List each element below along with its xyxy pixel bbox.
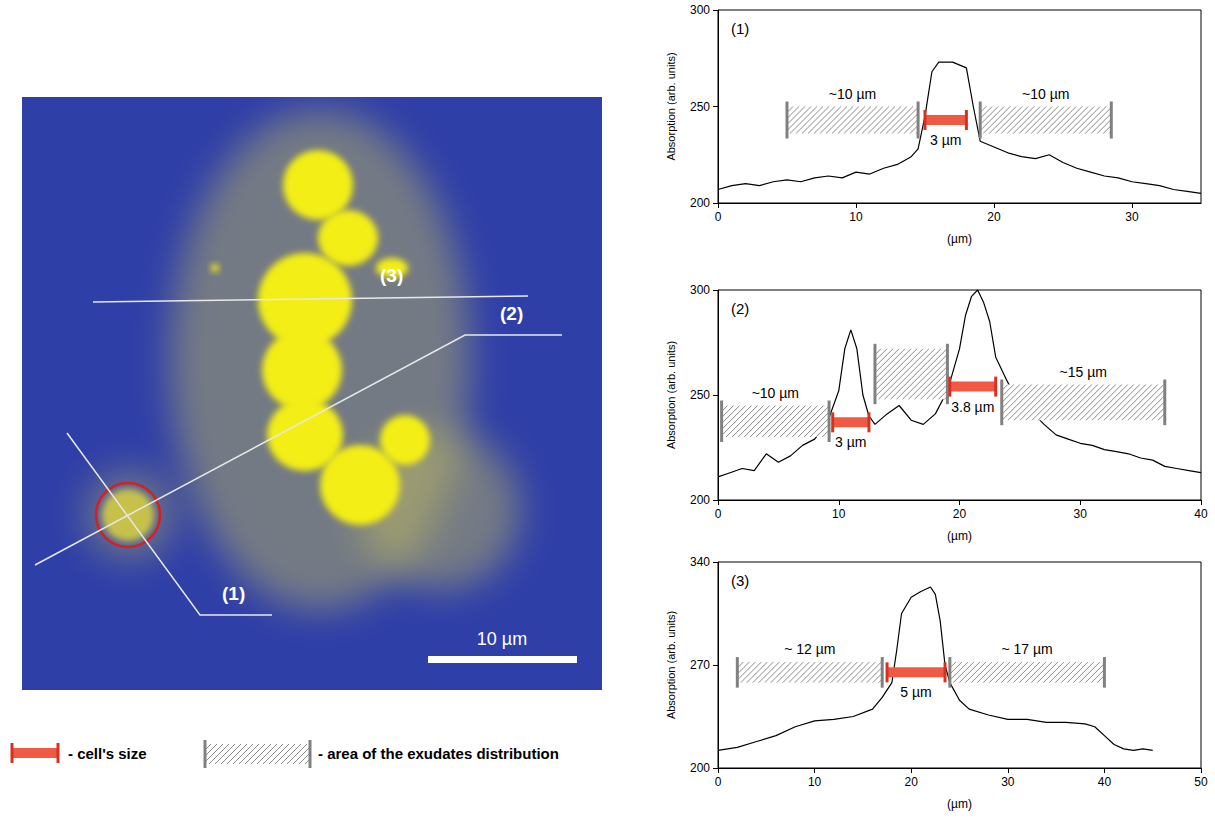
svg-text:250: 250 bbox=[690, 100, 710, 114]
svg-text:0: 0 bbox=[715, 775, 722, 789]
svg-text:200: 200 bbox=[690, 196, 710, 210]
svg-text:40: 40 bbox=[1194, 507, 1208, 521]
svg-text:270: 270 bbox=[690, 658, 710, 672]
svg-text:0: 0 bbox=[715, 210, 722, 224]
svg-text:300: 300 bbox=[690, 283, 710, 297]
svg-text:200: 200 bbox=[690, 761, 710, 775]
svg-text:(1): (1) bbox=[222, 583, 245, 604]
svg-text:(2): (2) bbox=[500, 303, 523, 324]
svg-text:(µm): (µm) bbox=[947, 529, 972, 543]
svg-text:20: 20 bbox=[987, 210, 1001, 224]
svg-text:10 µm: 10 µm bbox=[477, 629, 527, 649]
svg-text:~10 µm: ~10 µm bbox=[752, 385, 799, 401]
svg-text:20: 20 bbox=[953, 507, 967, 521]
svg-text:3.8 µm: 3.8 µm bbox=[951, 399, 994, 415]
svg-text:~ 17 µm: ~ 17 µm bbox=[1001, 641, 1052, 657]
svg-text:20: 20 bbox=[905, 775, 919, 789]
svg-text:300: 300 bbox=[690, 3, 710, 17]
svg-text:3 µm: 3 µm bbox=[930, 132, 961, 148]
svg-text:- area of the exudates distrib: - area of the exudates distribution bbox=[318, 745, 559, 762]
svg-text:50: 50 bbox=[1194, 775, 1208, 789]
svg-text:- cell's size: - cell's size bbox=[68, 745, 147, 762]
svg-text:(3): (3) bbox=[380, 265, 403, 286]
svg-text:Absorption (arb. units): Absorption (arb. units) bbox=[665, 52, 677, 160]
svg-text:(1): (1) bbox=[731, 20, 749, 37]
svg-text:(µm): (µm) bbox=[947, 797, 972, 811]
svg-text:(µm): (µm) bbox=[947, 232, 972, 246]
svg-text:30: 30 bbox=[1125, 210, 1139, 224]
svg-text:30: 30 bbox=[1001, 775, 1015, 789]
svg-text:10: 10 bbox=[832, 507, 846, 521]
svg-text:(2): (2) bbox=[731, 300, 749, 317]
svg-text:(3): (3) bbox=[731, 572, 749, 589]
svg-text:~10 µm: ~10 µm bbox=[829, 86, 876, 102]
svg-text:~10 µm: ~10 µm bbox=[1022, 86, 1069, 102]
svg-text:250: 250 bbox=[690, 388, 710, 402]
svg-text:30: 30 bbox=[1074, 507, 1088, 521]
svg-text:~ 12 µm: ~ 12 µm bbox=[784, 641, 835, 657]
svg-text:Absorption (arb. units): Absorption (arb. units) bbox=[665, 341, 677, 449]
svg-text:0: 0 bbox=[715, 507, 722, 521]
svg-text:200: 200 bbox=[690, 493, 710, 507]
svg-text:340: 340 bbox=[690, 555, 710, 569]
svg-text:40: 40 bbox=[1098, 775, 1112, 789]
svg-text:10: 10 bbox=[849, 210, 863, 224]
svg-text:3 µm: 3 µm bbox=[835, 434, 866, 450]
svg-text:5 µm: 5 µm bbox=[900, 684, 931, 700]
svg-text:10: 10 bbox=[808, 775, 822, 789]
svg-text:~15 µm: ~15 µm bbox=[1060, 364, 1107, 380]
svg-text:Absorption (arb. units): Absorption (arb. units) bbox=[665, 611, 677, 719]
